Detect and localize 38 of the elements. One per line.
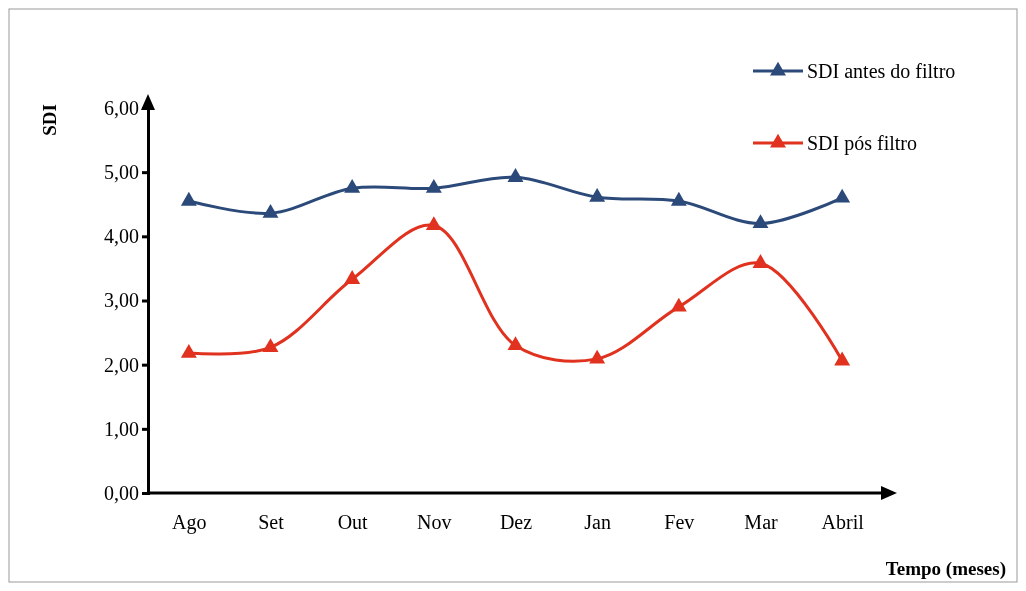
x-tick-label: Ago xyxy=(172,511,207,535)
point xyxy=(589,187,606,202)
legend-label: SDI pós filtro xyxy=(807,132,917,155)
point xyxy=(262,338,279,352)
y-tick-label: 3,00 xyxy=(104,289,139,312)
point xyxy=(344,270,361,284)
x-tick-label: Jan xyxy=(584,511,611,534)
point xyxy=(507,168,524,182)
y-tick-label: 1,00 xyxy=(104,417,139,440)
point xyxy=(670,191,687,206)
point xyxy=(589,349,606,364)
point xyxy=(262,204,279,218)
x-axis-title: Tempo (meses) xyxy=(885,558,1006,580)
x-tick-label: Fev xyxy=(664,511,695,534)
y-tick-label: 4,00 xyxy=(104,225,139,248)
y-tick-label: 0,00 xyxy=(104,481,139,504)
point xyxy=(180,343,197,358)
y-tick-label: 5,00 xyxy=(104,161,139,184)
x-tick-label: Nov xyxy=(417,511,452,534)
point xyxy=(507,336,524,351)
y-tick-label: 2,00 xyxy=(104,353,139,376)
x-tick-label: Abril xyxy=(821,511,865,534)
point xyxy=(752,214,769,229)
point xyxy=(670,297,687,312)
x-tick-label: Set xyxy=(258,511,285,534)
y-tick-label: 6,00 xyxy=(104,96,139,119)
point xyxy=(834,188,851,203)
point xyxy=(180,191,197,206)
x-tick-label: Dez xyxy=(499,511,533,534)
legend-label: SDI antes do filtro xyxy=(807,60,956,82)
x-tick-label: Mar xyxy=(744,511,778,534)
point xyxy=(834,351,851,366)
point xyxy=(344,179,361,193)
x-tick-label: Out xyxy=(337,511,369,534)
point xyxy=(752,254,769,268)
point xyxy=(425,216,442,231)
point xyxy=(425,179,442,193)
y-axis-title: SDI xyxy=(39,104,60,136)
